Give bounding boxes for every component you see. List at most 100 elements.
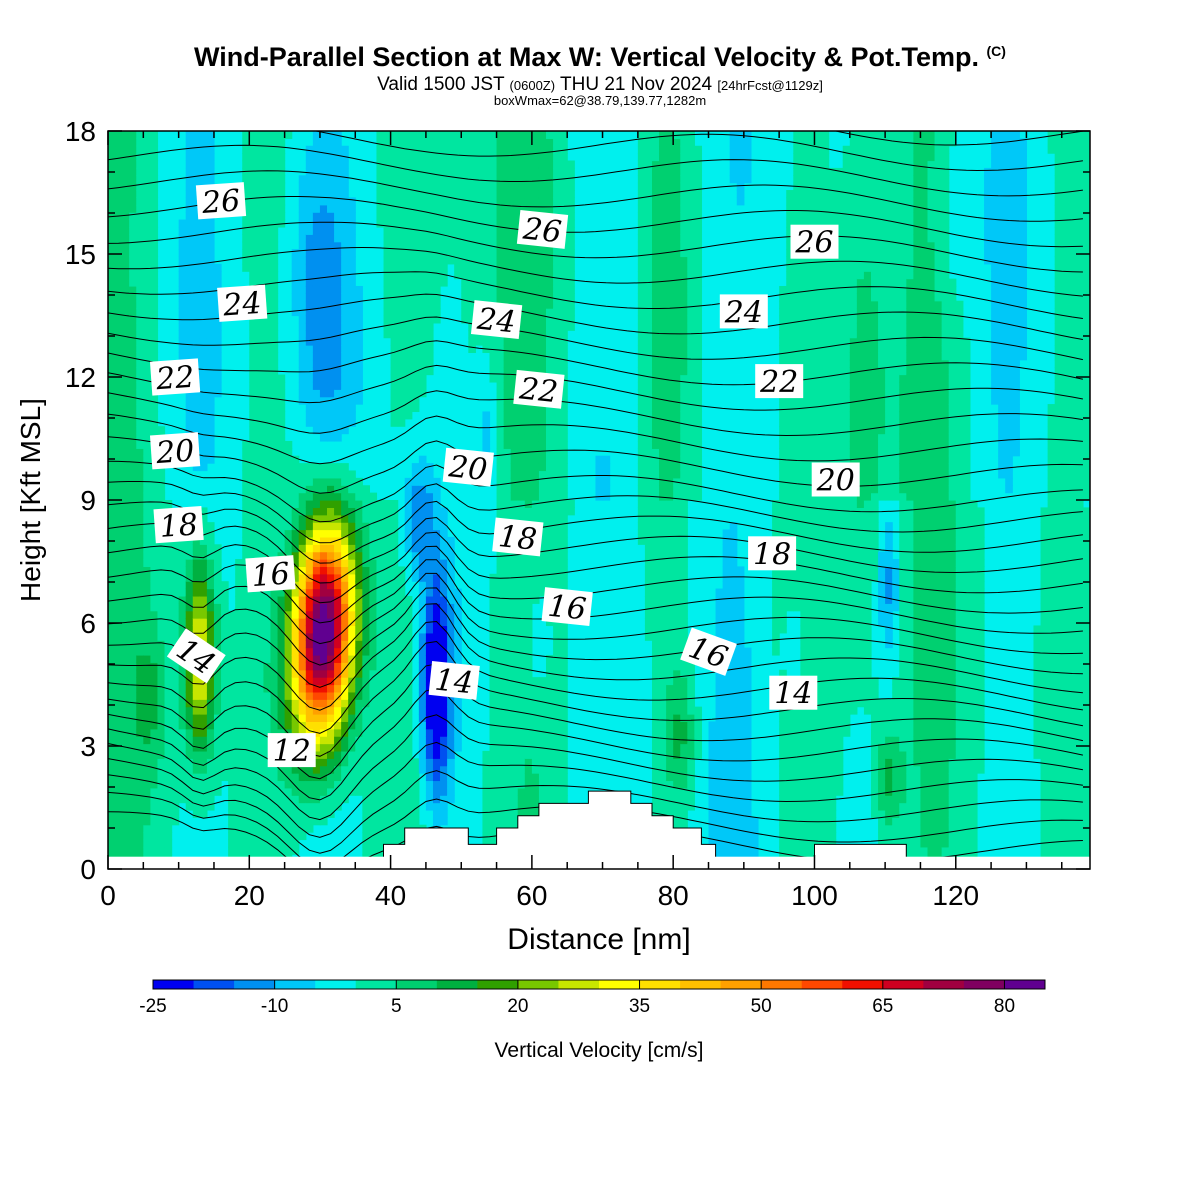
field-cell <box>425 352 434 361</box>
field-cell <box>143 219 151 228</box>
field-cell <box>355 514 363 523</box>
field-cell <box>454 728 462 737</box>
field-cell <box>192 463 201 472</box>
field-cell <box>122 610 130 619</box>
field-cell <box>199 573 208 582</box>
field-cell <box>192 566 201 575</box>
field-cell <box>312 308 321 317</box>
field-cell <box>312 632 321 641</box>
field-cell <box>277 595 286 604</box>
field-cell <box>390 514 399 523</box>
field-cell <box>263 706 272 715</box>
field-cell <box>242 470 250 479</box>
field-cell <box>383 677 392 686</box>
field-cell <box>348 758 356 767</box>
field-cell <box>341 167 349 176</box>
field-cell <box>199 507 208 516</box>
field-cell <box>531 588 540 597</box>
field-cell <box>411 773 420 782</box>
field-cell <box>376 662 385 671</box>
field-cell <box>383 817 392 826</box>
field-cell <box>235 765 243 774</box>
field-cell <box>129 573 137 582</box>
field-cell <box>546 153 554 162</box>
field-cell <box>256 588 265 597</box>
field-cell <box>334 632 342 641</box>
field-cell <box>411 780 420 789</box>
field-cell <box>341 337 349 346</box>
field-cell <box>164 787 173 796</box>
field-cell <box>503 381 512 390</box>
field-cell <box>397 588 406 597</box>
field-cell <box>150 846 159 855</box>
field-cell <box>150 795 159 804</box>
field-cell <box>291 809 300 818</box>
field-cell <box>369 632 378 641</box>
field-cell <box>411 337 420 346</box>
field-cell <box>517 426 526 435</box>
field-cell <box>482 758 491 767</box>
field-cell <box>143 765 151 774</box>
field-cell <box>129 396 137 405</box>
field-cell <box>312 610 321 619</box>
field-cell <box>348 721 356 730</box>
field-cell <box>298 485 307 494</box>
field-cell <box>319 758 328 767</box>
field-cell <box>496 271 505 280</box>
field-cell <box>298 470 307 479</box>
field-cell <box>447 190 455 199</box>
field-cell <box>376 175 385 184</box>
field-cell <box>256 249 265 258</box>
field-cell <box>136 714 144 722</box>
field-cell <box>129 610 137 619</box>
field-cell <box>546 618 554 627</box>
field-cell <box>291 500 300 508</box>
field-cell <box>334 212 342 221</box>
field-cell <box>503 271 512 280</box>
field-cell <box>298 300 307 309</box>
field-cell <box>327 234 335 243</box>
field-cell <box>517 182 526 191</box>
field-cell <box>157 551 166 560</box>
field-cell <box>538 743 547 752</box>
field-cell <box>496 736 505 745</box>
field-cell <box>348 477 356 486</box>
field-cell <box>517 315 526 324</box>
field-cell <box>404 389 413 398</box>
field-cell <box>327 285 335 294</box>
chart-title: Wind-Parallel Section at Max W: Vertical… <box>0 42 1200 73</box>
field-cell <box>341 249 349 258</box>
field-cell <box>503 256 512 265</box>
field-cell <box>362 758 370 767</box>
field-cell <box>503 595 512 604</box>
field-cell <box>418 352 427 361</box>
field-cell <box>242 256 250 265</box>
field-cell <box>383 256 392 265</box>
field-cell <box>383 787 392 796</box>
field-cell <box>397 197 406 206</box>
field-cell <box>199 581 208 590</box>
field-cell <box>432 787 441 796</box>
field-cell <box>334 706 342 715</box>
field-cell <box>291 514 300 523</box>
field-cell <box>143 131 151 139</box>
field-cell <box>136 736 144 745</box>
field-cell <box>305 219 314 228</box>
field-cell <box>263 145 272 154</box>
field-cell <box>397 389 406 398</box>
field-cell <box>510 367 519 376</box>
field-cell <box>206 699 215 708</box>
field-cell <box>383 618 392 627</box>
field-cell <box>496 470 505 479</box>
field-cell <box>150 714 159 722</box>
field-cell <box>171 795 180 804</box>
field-cell <box>348 603 356 612</box>
field-cell <box>263 308 272 317</box>
field-cell <box>432 256 441 265</box>
field-cell <box>242 684 250 693</box>
field-cell <box>122 536 130 545</box>
field-cell <box>418 175 427 184</box>
field-cell <box>531 750 540 759</box>
field-cell <box>475 167 484 176</box>
field-cell <box>411 263 420 272</box>
